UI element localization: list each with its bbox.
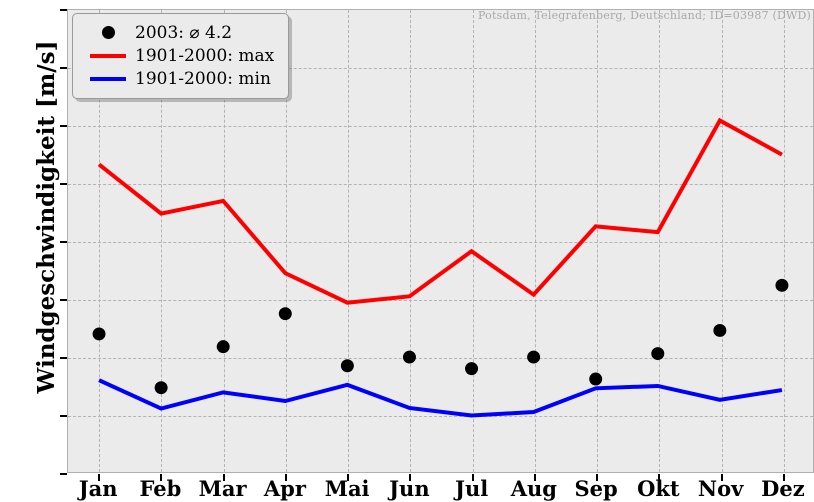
series-line — [98, 378, 783, 418]
legend-entry[interactable]: 2003: ⌀ 4.2 — [85, 21, 274, 44]
x-tick-mark — [98, 474, 101, 481]
data-point — [92, 327, 106, 341]
legend-line-icon — [85, 76, 131, 81]
x-tick-mark — [222, 474, 225, 481]
y-tick-mark — [60, 9, 67, 11]
y-tick-mark — [60, 125, 67, 127]
x-tick-mark — [284, 474, 287, 481]
legend-entry[interactable]: 1901-2000: min — [85, 67, 274, 90]
y-tick-mark — [60, 473, 67, 475]
legend-dot-icon — [85, 26, 131, 39]
y-tick-mark — [60, 415, 67, 417]
gridline-vertical — [285, 10, 287, 472]
x-tick-label: Okt — [637, 476, 680, 501]
gridline-horizontal — [68, 126, 813, 127]
gridline-horizontal — [68, 416, 813, 417]
data-point — [154, 381, 168, 395]
gridline-vertical — [410, 10, 412, 472]
x-tick-label: Dez — [761, 476, 805, 501]
x-tick-mark — [533, 474, 536, 481]
gridline-vertical — [721, 10, 723, 472]
legend-entry[interactable]: 1901-2000: max — [85, 44, 274, 67]
data-point — [589, 372, 603, 386]
legend-label: 2003: ⌀ 4.2 — [135, 22, 233, 43]
gridline-horizontal — [68, 184, 813, 185]
x-tick-mark — [658, 474, 661, 481]
data-point — [527, 350, 541, 364]
gridline-vertical — [161, 10, 163, 472]
data-point — [465, 362, 479, 376]
y-tick-mark — [60, 357, 67, 359]
x-tick-mark — [160, 474, 163, 481]
y-tick-mark — [60, 183, 67, 185]
legend-label: 1901-2000: max — [135, 45, 275, 66]
data-point — [651, 347, 665, 361]
x-tick-mark — [782, 474, 785, 481]
data-point — [713, 323, 727, 337]
x-tick-label: Mar — [198, 476, 247, 501]
y-tick-mark — [60, 299, 67, 301]
legend-line-icon — [85, 53, 131, 58]
data-series — [92, 117, 789, 418]
gridline-vertical — [659, 10, 661, 472]
data-point — [278, 307, 292, 321]
x-tick-label: Apr — [263, 476, 306, 501]
gridline-vertical — [534, 10, 536, 472]
gridline-vertical — [99, 10, 101, 472]
gridline-vertical — [783, 10, 785, 472]
data-point — [216, 340, 230, 354]
x-tick-label: Jun — [389, 476, 430, 501]
data-point — [775, 278, 789, 292]
x-tick-mark — [596, 474, 599, 481]
x-tick-mark — [720, 474, 723, 481]
x-tick-mark — [471, 474, 474, 481]
gridline-vertical — [348, 10, 350, 472]
gridline-vertical — [597, 10, 599, 472]
y-tick-mark — [60, 67, 67, 69]
data-point — [340, 359, 354, 373]
data-point — [402, 350, 416, 364]
x-tick-mark — [347, 474, 350, 481]
gridline-vertical — [223, 10, 225, 472]
station-subtitle: Potsdam, Telegrafenberg, Deutschland; ID… — [478, 9, 811, 22]
y-tick-mark — [60, 241, 67, 243]
gridline-horizontal — [68, 68, 813, 69]
series-line — [97, 117, 783, 305]
legend-label: 1901-2000: min — [135, 68, 271, 89]
gridline-horizontal — [68, 242, 813, 243]
gridline-horizontal — [68, 300, 813, 301]
gridline-horizontal — [68, 358, 813, 359]
x-tick-mark — [409, 474, 412, 481]
gridline-vertical — [472, 10, 474, 472]
chart-legend[interactable]: 2003: ⌀ 4.2 1901-2000: max 1901-2000: min — [72, 13, 290, 99]
gridlines — [68, 10, 813, 472]
